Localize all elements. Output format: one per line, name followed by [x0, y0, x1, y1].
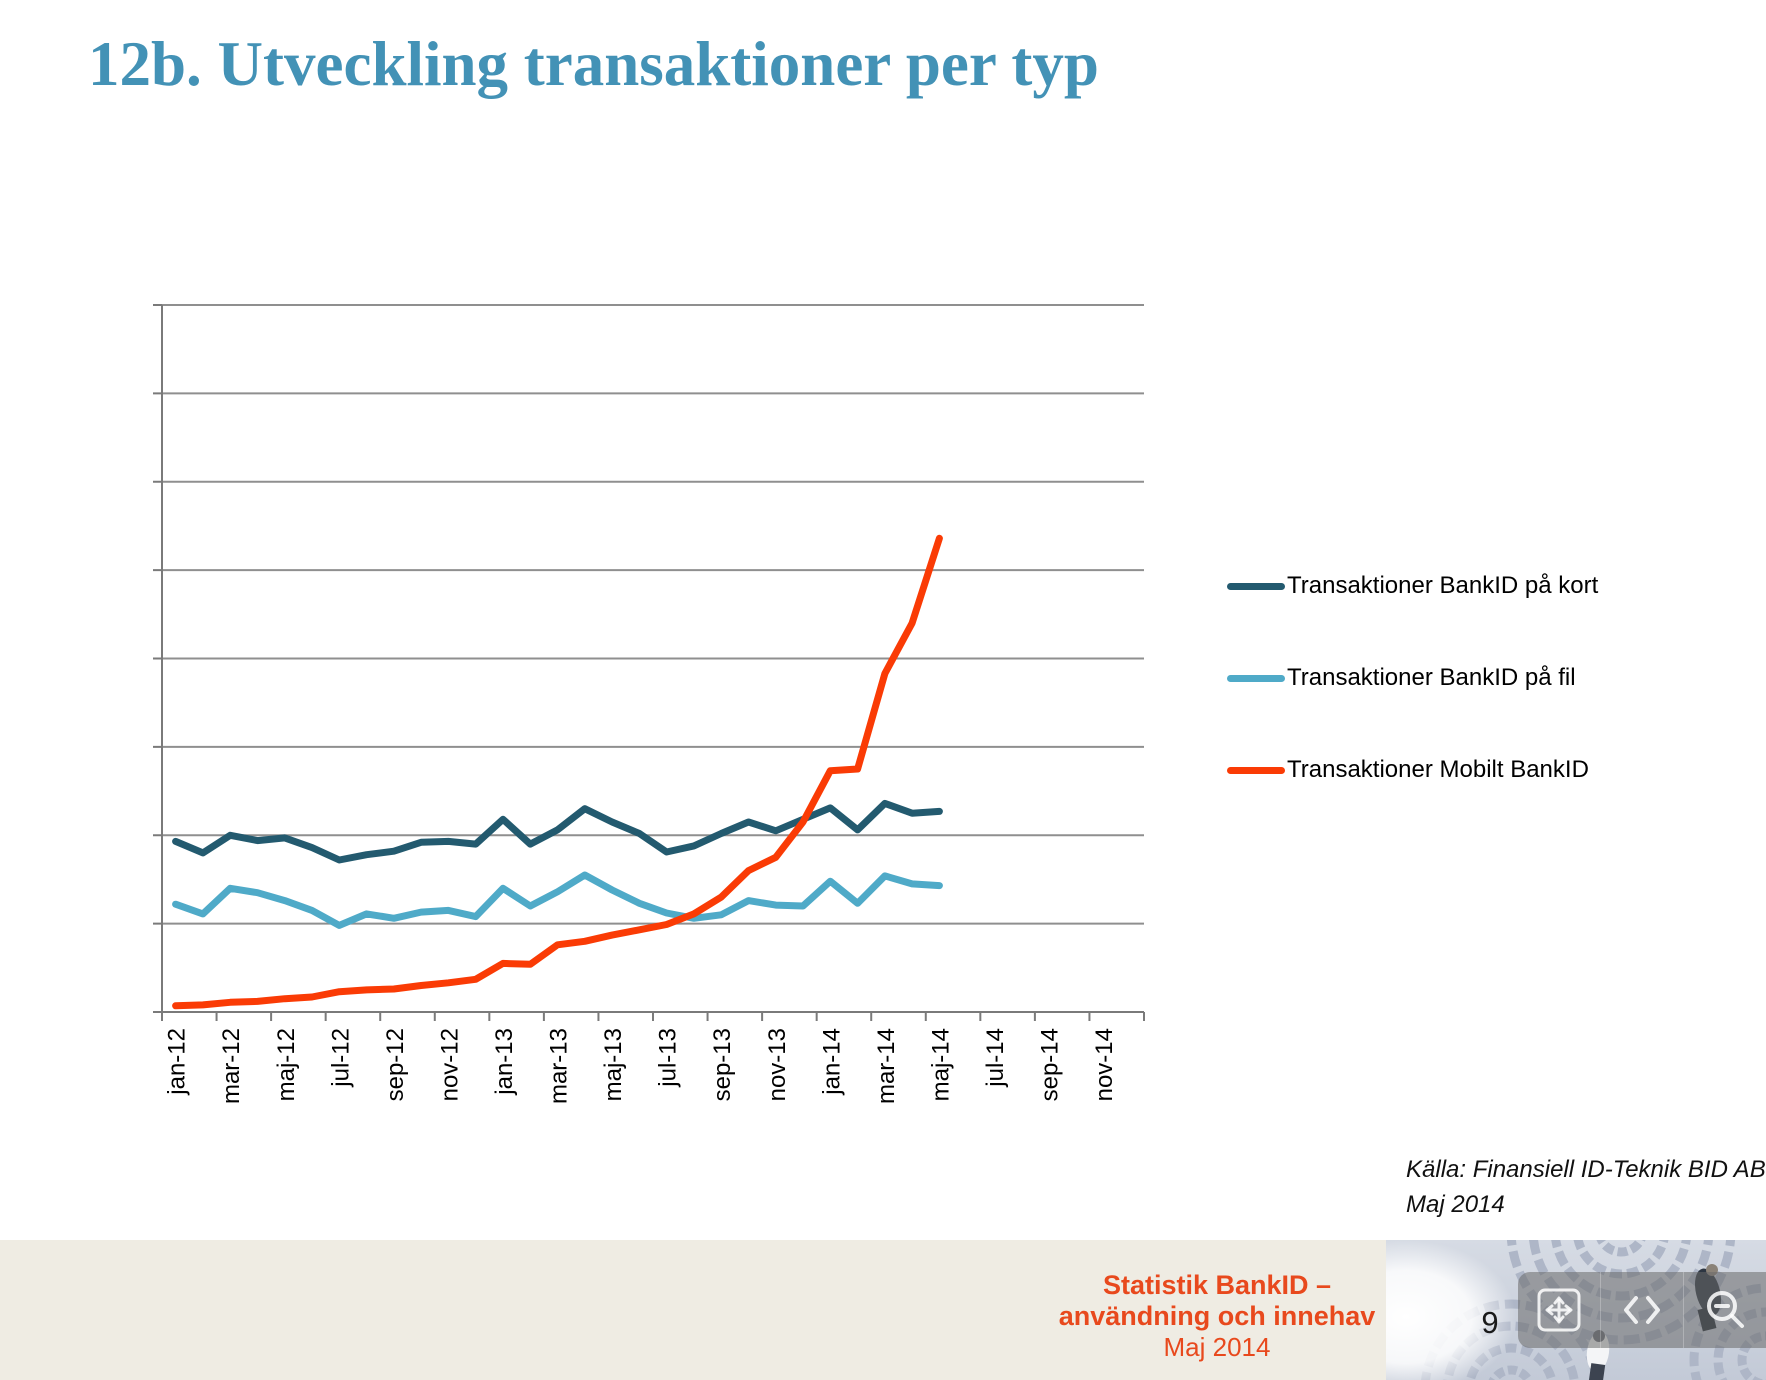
- page-title: 12b. Utveckling transaktioner per typ: [88, 29, 1099, 99]
- legend-swatch: [1227, 766, 1285, 774]
- x-axis-label: mar-14: [873, 1028, 900, 1104]
- legend-label: Transaktioner BankID på fil: [1287, 664, 1576, 691]
- x-axis-label: maj-13: [600, 1028, 627, 1101]
- legend-item: Transaktioner BankID på fil: [1227, 632, 1707, 724]
- fullscreen-button[interactable]: [1518, 1272, 1601, 1348]
- x-axis-label: maj-12: [273, 1028, 300, 1101]
- x-axis-label: sep-14: [1037, 1028, 1064, 1101]
- source-line-2: Maj 2014: [1406, 1191, 1505, 1218]
- x-axis-label: nov-13: [764, 1028, 791, 1101]
- page-number: 9: [1481, 1305, 1499, 1340]
- chevron-left-icon: [1624, 1296, 1638, 1324]
- x-axis-label: jan-12: [164, 1028, 191, 1096]
- x-axis-label: jan-14: [818, 1028, 845, 1096]
- prev-next-icon: [1624, 1296, 1660, 1324]
- legend-item: Transaktioner BankID på kort: [1227, 540, 1707, 632]
- x-axis-label: nov-12: [436, 1028, 463, 1101]
- x-axis-label: mar-12: [218, 1028, 245, 1104]
- x-axis-label: nov-14: [1091, 1028, 1118, 1101]
- zoom-out-icon: [1707, 1291, 1744, 1328]
- x-axis-label: mar-13: [546, 1028, 573, 1104]
- source-line-1: Källa: Finansiell ID-Teknik BID AB: [1406, 1156, 1766, 1183]
- x-axis-label: jul-13: [655, 1028, 682, 1088]
- legend-label: Transaktioner BankID på kort: [1287, 572, 1599, 599]
- zoom-out-button[interactable]: [1684, 1272, 1766, 1348]
- chart-legend: Transaktioner BankID på kort Transaktione…: [1227, 540, 1707, 816]
- footer-title-line-2: användning och innehav: [1058, 1301, 1376, 1331]
- chevron-right-icon: [1646, 1296, 1660, 1324]
- footer-title-line-1: Statistik BankID –: [1102, 1270, 1332, 1300]
- footer-date: Maj 2014: [1163, 1332, 1271, 1362]
- legend-item: Transaktioner Mobilt BankID: [1227, 724, 1707, 816]
- x-axis-label: jul-14: [982, 1028, 1009, 1088]
- series-line-transaktioner-bankid-p-fil: [172, 871, 943, 929]
- prev-next-button[interactable]: [1601, 1272, 1684, 1348]
- viewer-nav-toolbar: [1518, 1272, 1766, 1348]
- legend-swatch: [1227, 582, 1285, 590]
- x-axis-label: sep-13: [709, 1028, 736, 1101]
- series-line-transaktioner-mobilt-bankid: [172, 534, 943, 1010]
- series-line-transaktioner-bankid-p-kort: [172, 799, 943, 864]
- x-axis-label: jan-13: [491, 1028, 518, 1096]
- fullscreen-icon: [1537, 1288, 1581, 1332]
- legend-label: Transaktioner Mobilt BankID: [1287, 756, 1589, 783]
- legend-swatch: [1227, 674, 1285, 682]
- footer-text: Statistik BankID – användning och inneha…: [967, 1270, 1467, 1363]
- x-axis-label: sep-12: [382, 1028, 409, 1101]
- x-axis-label: jul-12: [327, 1028, 354, 1088]
- source-note: Källa: Finansiell ID-Teknik BID AB Maj 2…: [1406, 1152, 1766, 1222]
- x-axis-label: maj-14: [927, 1028, 954, 1101]
